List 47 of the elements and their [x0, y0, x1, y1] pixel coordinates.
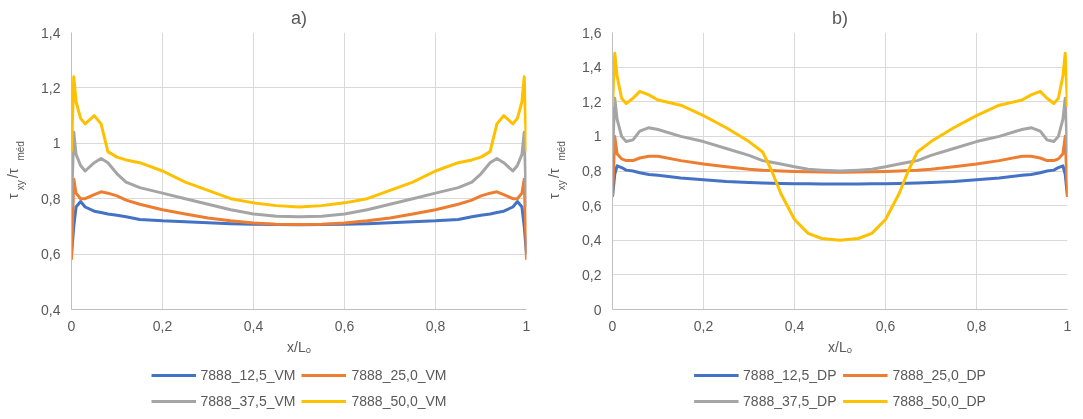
y-tick-label: 0,8 — [41, 190, 61, 207]
legend-label: 7888_12,5_VM — [200, 367, 296, 383]
legend-label: 7888_25,0_DP — [892, 367, 986, 383]
legend-label: 7888_50,0_DP — [892, 393, 986, 409]
y-tick-label: 1,4 — [582, 59, 602, 76]
y-tick-label: 0,6 — [41, 246, 61, 263]
x-tick-label: 0,2 — [693, 317, 714, 334]
y-tick-label: 1 — [593, 128, 602, 145]
legend-label: 7888_37,5_VM — [200, 393, 296, 409]
y-tick-label: 0,6 — [582, 197, 602, 214]
line-series — [71, 130, 527, 219]
x-tick-label: 0,8 — [425, 317, 446, 334]
y-tick-label: 0,4 — [41, 301, 61, 318]
legend-label: 7888_25,0_VM — [351, 367, 447, 383]
y-tick-label: 1,4 — [41, 24, 61, 41]
x-tick-label: 0,4 — [243, 317, 264, 334]
line-series — [71, 177, 527, 262]
x-tick-label: 0 — [67, 317, 76, 334]
x-tick-label: 0,8 — [966, 317, 987, 334]
legend-label: 7888_37,5_DP — [743, 393, 837, 409]
y-tick-label: 0,8 — [582, 163, 602, 179]
x-axis-title: x/Lₒ — [287, 338, 311, 355]
y-tick-label: 0,4 — [582, 232, 602, 249]
x-tick-label: 1 — [522, 317, 531, 334]
x-tick-label: 0,6 — [334, 317, 355, 334]
y-axis-title: τxy/τméd — [545, 141, 567, 199]
legend-label: 7888_50,0_VM — [351, 393, 447, 409]
y-tick-label: 0,2 — [582, 266, 602, 283]
y-tick-label: 1 — [52, 135, 61, 152]
y-tick-label: 1,6 — [582, 24, 602, 41]
x-tick-label: 0,6 — [875, 317, 896, 334]
line-series — [612, 134, 1068, 199]
x-tick-label: 0,2 — [152, 317, 173, 334]
line-series — [612, 51, 1068, 242]
chart-title: b) — [832, 7, 849, 28]
x-tick-label: 0 — [608, 317, 617, 334]
x-tick-label: 1 — [1063, 317, 1072, 334]
y-tick-label: 1,2 — [41, 79, 61, 96]
line-series — [612, 96, 1068, 173]
chart-title: a) — [291, 7, 308, 28]
y-tick-label: 1,2 — [582, 93, 602, 110]
line-series — [71, 75, 527, 209]
y-tick-label: 0 — [593, 301, 602, 318]
x-axis-title: x/Lₒ — [828, 338, 852, 355]
y-axis-title: τxy/τméd — [4, 141, 26, 199]
legend-label: 7888_12,5_DP — [743, 367, 837, 383]
x-tick-label: 0,4 — [784, 317, 805, 334]
